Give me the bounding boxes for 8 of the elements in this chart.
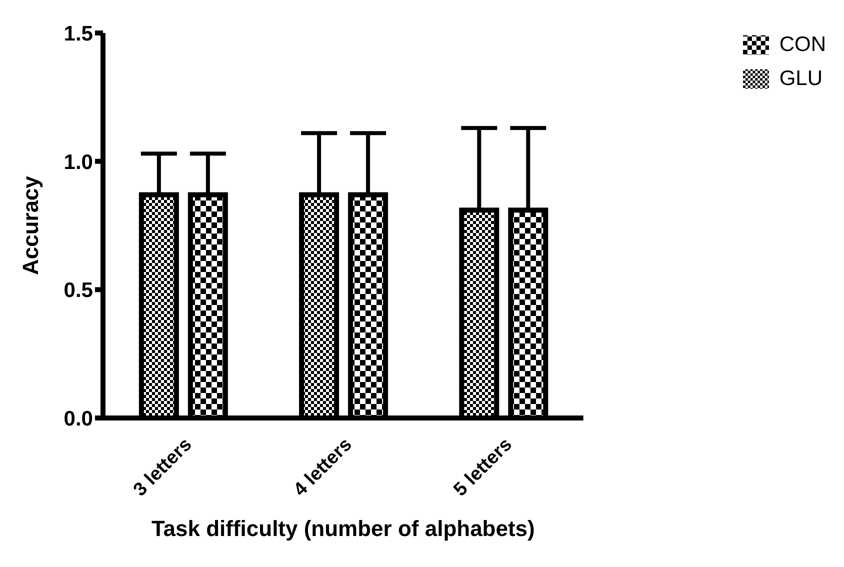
legend-label: CON bbox=[779, 33, 826, 56]
y-tick-label: 1.5 bbox=[64, 22, 94, 46]
y-axis-title: Accuracy bbox=[18, 175, 43, 276]
y-tick-label: 0.5 bbox=[64, 279, 94, 302]
y-tick-label: 0.0 bbox=[64, 407, 93, 430]
legend-label: GLU bbox=[779, 67, 823, 90]
y-tick-label: 1.0 bbox=[64, 150, 93, 174]
x-axis-title: Task difficulty (number of alphabets) bbox=[151, 516, 535, 541]
